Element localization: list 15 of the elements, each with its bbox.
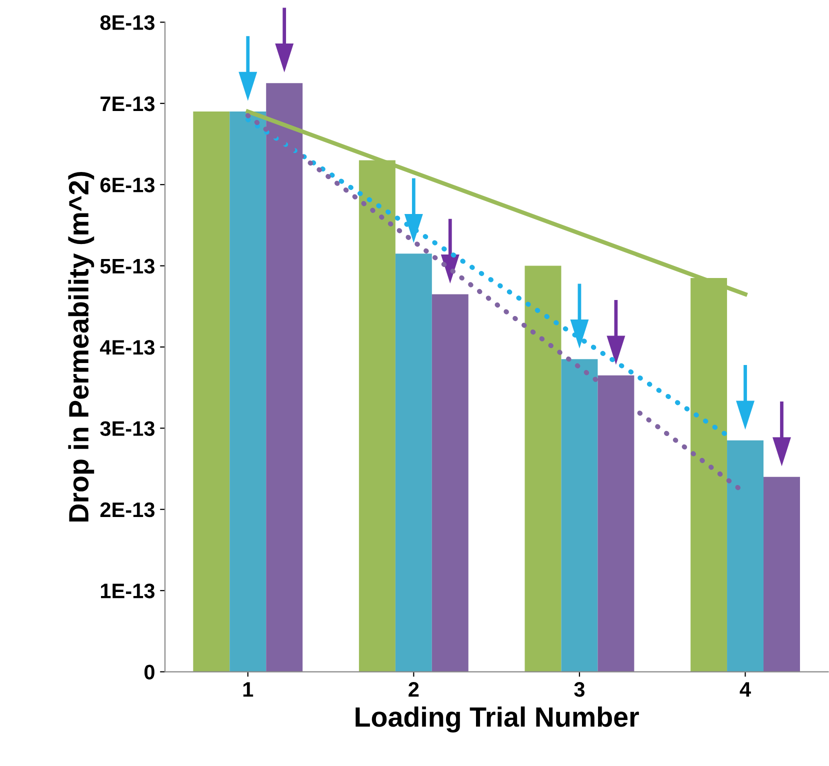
y-tick-label: 1E-13 — [100, 584, 154, 598]
y-tick-label: 0 — [144, 664, 154, 680]
y-tick-label: 3E-13 — [100, 421, 154, 436]
x-tick-label: 1 — [243, 682, 254, 697]
y-tick-label: 5E-13 — [100, 258, 154, 274]
y-tick-label: 2E-13 — [100, 502, 154, 518]
x-axis-title: Loading Trial Number — [356, 706, 639, 732]
x-tick-label: 4 — [740, 682, 751, 697]
x-tick-label: 3 — [574, 682, 585, 697]
y-tick-label: 4E-13 — [100, 340, 154, 355]
y-tick-label: 7E-13 — [100, 96, 154, 112]
y-tick-label: 6E-13 — [100, 178, 154, 192]
x-tick-label: 2 — [408, 682, 419, 697]
y-axis-title: Drop in Permeability (m^2) — [68, 172, 94, 522]
y-tick-label: 8E-13 — [100, 15, 154, 30]
